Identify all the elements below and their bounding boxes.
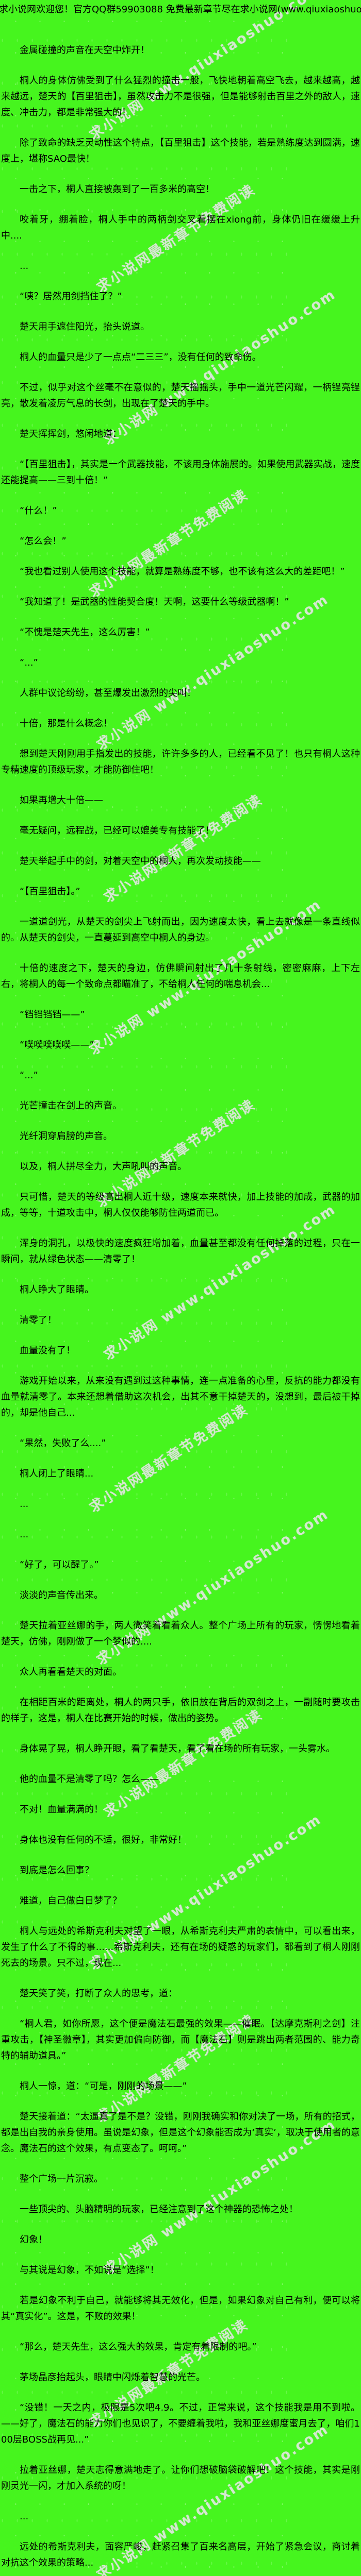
novel-paragraph: “...”	[20, 657, 38, 668]
novel-paragraph: “桐人君，如你所愿，这个便是魔法石最强的效果——催眠。【达摩克斯利之剑】注重攻击…	[1, 2019, 360, 2061]
novel-paragraph: ...	[20, 261, 29, 272]
novel-paragraph: ...	[20, 1529, 29, 1540]
novel-paragraph: 想到楚天刚刚用手指发出的技能，许许多多的人，已经看不见了！也只有桐人这种专精速度…	[1, 749, 360, 775]
novel-paragraph: ...	[20, 1499, 29, 1510]
novel-paragraph: 桐人的血量只是少了一点点“二三三”，没有任何的致命伤。	[20, 352, 261, 363]
novel-paragraph: 众人再看看楚天的对面。	[20, 1667, 122, 1677]
novel-paragraph: 楚天接着道：“太逼真了是不是？没错，刚刚我确实和你对决了一场，所有的招式，都是出…	[1, 2111, 360, 2154]
novel-paragraph: 一击之下，桐人直接被轰到了一百多米的高空！	[20, 184, 215, 195]
novel-paragraph: 金属碰撞的声音在天空中炸开！	[20, 45, 150, 56]
novel-paragraph: “【百里狙击】。”	[20, 886, 80, 897]
novel-paragraph: “那么，楚天先生，这么强大的效果，肯定有着限制的吧。”	[20, 2342, 257, 2352]
novel-paragraph: 毫无疑问，远程战，已经可以媲美专有技能了！	[20, 825, 215, 836]
novel-paragraph: “...”	[20, 1070, 38, 1081]
novel-paragraph: 清零了！	[20, 1315, 57, 1326]
site-notice-top: 求小说网欢迎您！官方QQ群59903088 免费最新章节尽在求小说网(www.q…	[0, 4, 361, 15]
novel-paragraph: “没错！一天之内，极限是5次吧4.9。不过，正常来说，这个技能我是用不到啦。——…	[1, 2402, 360, 2445]
novel-paragraph: 桐人一惊，道：“可是，刚刚的场景——”	[20, 2081, 187, 2092]
novel-paragraph: “好了，可以醒了。”	[20, 1560, 99, 1570]
novel-paragraph: 桐人闭上了眼睛...	[20, 1468, 94, 1479]
novel-paragraph: 楚天挥挥剑，悠闲地道：	[20, 429, 122, 439]
novel-paragraph: 楚天拉着亚丝娜的手，两人微笑着看着众人。整个广场上所有的玩家，愣愣地看着楚天，仿…	[1, 1620, 360, 1647]
novel-paragraph: 血量没有了！	[20, 1345, 75, 1356]
novel-paragraph: “咦？居然用剑挡住了？”	[20, 291, 122, 302]
novel-paragraph: 身体晃了晃，桐人睁开眼，看了看楚天，看了看在场的所有玩家，一头雾水。	[20, 1743, 335, 1754]
novel-paragraph: 楚天笑了笑，打断了众人的思考，道：	[20, 1988, 177, 1999]
novel-paragraph: 如果再增大十倍——	[20, 795, 103, 806]
novel-paragraph: 一道道剑光，从楚天的剑尖上飞射而出，因为速度太快，看上去就像是一条直线似的。从楚…	[1, 917, 360, 943]
novel-paragraph: 桐人与远处的希斯克利夫对望了一眼，从希斯克利夫严肃的表情中，可以看出来，发生了什…	[1, 1926, 360, 1969]
novel-paragraph: “我知道了！是武器的性能契合度！天啊，这要什么等级武器啊！”	[20, 597, 289, 607]
novel-paragraph: 在相距百米的距离处，桐人的两只手，依旧放在背后的双剑之上，一副随时要攻击的样子，…	[1, 1697, 360, 1724]
novel-paragraph: “怎么会！”	[20, 536, 67, 547]
novel-paragraph: 幻象！	[20, 2234, 47, 2245]
novel-paragraph: 远处的希斯克利夫，面容严峻，赶紧召集了百来名高层，开始了紧急会议，商讨着对抗这个…	[1, 2541, 360, 2568]
novel-paragraph: 游戏开始以来，从来没有遇到过这种事情，连一点准备的心里，反抗的能力都没有血量就清…	[1, 1376, 360, 1418]
novel-paragraph: 与其说是幻象，不如说是“选择”！	[20, 2265, 159, 2276]
novel-paragraph: 淡淡的声音传出来。	[20, 1590, 103, 1601]
novel-paragraph: 楚天举起手中的剑，对着天空中的桐人，再次发动技能——	[20, 856, 261, 867]
novel-paragraph: “铛铛铛铛——”	[20, 1009, 85, 1020]
novel-paragraph: “我也看过别人使用这个技能，就算是熟练度不够，也不该有这么大的差距吧！”	[20, 566, 345, 577]
novel-paragraph: 楚天用手遮住阳光，抬头说道。	[20, 321, 150, 332]
novel-paragraph: “果然，失败了么....”	[20, 1438, 106, 1449]
novel-paragraph: 十倍的速度之下，楚天的身边，仿佛瞬间射出了几十条射线，密密麻麻，上下左右，将桐人…	[1, 963, 360, 990]
novel-paragraph: “【百里狙击】，其实是一个武器技能，不该用身体施展的。如果使用武器实战，速度还能…	[1, 459, 360, 486]
novel-paragraph: 浑身的洞孔，以极快的速度疯狂增加着，血量甚至都没有任何掉落的过程，只在一瞬间，就…	[1, 1238, 360, 1265]
novel-paragraph: 咬着牙，绷着脸，桐人手中的两柄剑交叉着摆在xiong前，身体仍旧在缓缓上升中..…	[1, 214, 360, 241]
novel-paragraph: 桐人睁大了眼睛。	[20, 1284, 94, 1295]
novel-paragraph: 难道，自己做白日梦了？	[20, 1895, 122, 1906]
novel-paragraph: 十倍，那是什么概念！	[20, 718, 112, 729]
novel-paragraph: 若是幻象不利于自己，就能够将其无效化，但是，如果幻象对自己有利，便可以将其“真实…	[1, 2295, 360, 2322]
novel-paragraph: 只可惜，楚天的等级高出桐人近十级，速度本来就快，加上技能的加成，武器的加成，等等…	[1, 1192, 360, 1218]
chapter-text: 金属碰撞的声音在天空中炸开！ 桐人的身体仿佛受到了什么猛烈的撞击一般，飞快地朝着高…	[0, 42, 361, 2576]
novel-paragraph: 拉着亚丝娜，楚天志得意满地走了。让你们想破脑袋破解吧！这个技能，其实是刚刚灵光一…	[1, 2465, 360, 2492]
novel-paragraph: 桐人的身体仿佛受到了什么猛烈的撞击一般，飞快地朝着高空飞去，越来越高，越来越远，…	[1, 75, 360, 118]
novel-paragraph: 一些顶尖的、头脑精明的玩家，已经注意到了这个神器的恐怖之处！	[20, 2204, 298, 2215]
novel-paragraph: 以及，桐人拼尽全力，大声吼叫的声音。	[20, 1161, 187, 1172]
novel-paragraph: “噗噗噗噗噗——”	[20, 1040, 94, 1050]
novel-paragraph: 不过，似乎对这个丝毫不在意似的，楚天摇摇头，手中一道光芒闪耀，一柄锃亮锃亮，散发…	[1, 382, 360, 409]
novel-paragraph: 整个广场一片沉寂。	[20, 2174, 103, 2184]
novel-paragraph: 光芒撞击在剑上的声音。	[20, 1100, 122, 1111]
novel-paragraph: 到底是怎么回事？	[20, 1865, 94, 1876]
novel-paragraph: 身体也没有任何的不适，很好，非常好！	[20, 1835, 187, 1845]
novel-paragraph: 他的血量不是清零了吗？怎么——	[20, 1774, 159, 1785]
novel-paragraph: ...	[20, 2511, 29, 2522]
novel-paragraph: 茅场晶彦抬起头，眼睛中闪烁着智慧的光芒。	[20, 2372, 205, 2383]
novel-paragraph: “不愧是楚天先生，这么厉害！”	[20, 627, 150, 638]
novel-paragraph: “什么！”	[20, 505, 57, 516]
novel-paragraph: 不对！血量满满的！	[20, 1804, 103, 1815]
novel-paragraph: 除了致命的缺乏灵动性这个特点，【百里狙击】这个技能，若是熟练度达到圆满，速度上，…	[1, 138, 360, 164]
novel-paragraph: 人群中议论纷纷，甚至爆发出激烈的尖叫！	[20, 688, 196, 699]
novel-paragraph: 光纤洞穿肩膀的声音。	[20, 1131, 112, 1142]
